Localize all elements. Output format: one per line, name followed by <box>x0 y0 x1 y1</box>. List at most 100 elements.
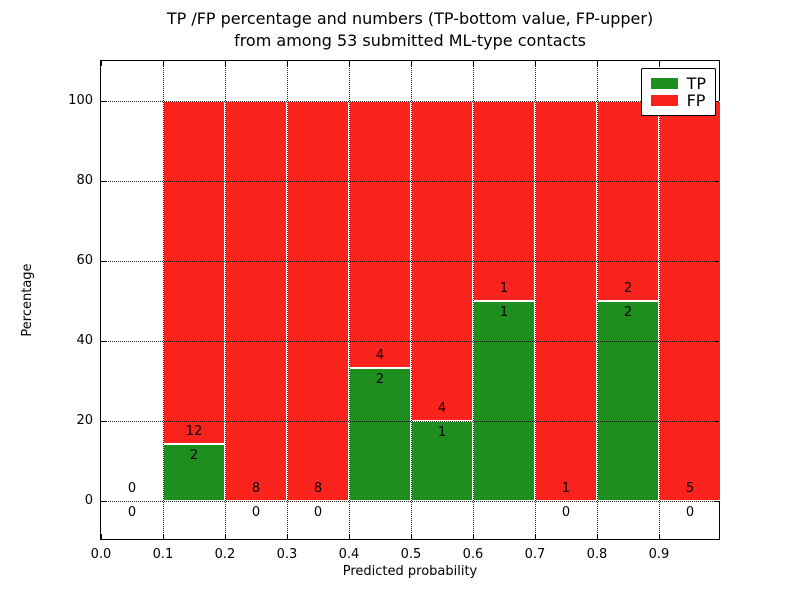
tp-count-label: 2 <box>189 447 199 463</box>
x-tick-label: 0.7 <box>524 547 546 562</box>
x-tick-label: 0.6 <box>462 547 484 562</box>
tp-count-label: 0 <box>251 505 261 520</box>
y-axis-label: Percentage <box>20 263 35 337</box>
x-axis-tick <box>535 534 536 539</box>
tp-count-label: 2 <box>623 305 633 320</box>
bar-segment-fp <box>535 101 597 501</box>
fp-count-label: 1 <box>561 481 571 496</box>
fp-count-label: 1 <box>499 281 509 296</box>
bar-segment-fp <box>659 101 721 501</box>
tp-count-label: 0 <box>561 505 571 520</box>
fp-count-label: 12 <box>185 423 203 439</box>
y-gridline <box>101 101 719 102</box>
legend-item-fp: FP <box>650 91 706 110</box>
tp-count-label: 2 <box>375 371 385 387</box>
x-axis-tick <box>163 534 164 539</box>
y-axis-tick <box>714 421 719 422</box>
fp-count-label: 4 <box>375 347 385 363</box>
fp-count-label: 2 <box>623 281 633 296</box>
x-tick-label: 0.1 <box>152 547 174 562</box>
x-axis-tick <box>597 534 598 539</box>
x-gridline <box>535 61 536 539</box>
x-tick-label: 0.0 <box>90 547 112 562</box>
x-axis-tick <box>287 61 288 66</box>
y-tick-label: 0 <box>84 493 93 508</box>
fp-count-label: 4 <box>437 401 447 416</box>
x-axis-tick <box>473 61 474 66</box>
fp-swatch-icon <box>650 95 678 106</box>
bar-segment-tp <box>163 443 225 501</box>
y-tick-label: 40 <box>76 333 93 348</box>
tp-swatch-icon <box>650 78 678 89</box>
y-gridline <box>101 341 719 342</box>
plot-area: TP FP 0 0 12 2 8 0 8 0 4 2 4 1 1 1 1 0 2 2 5 0 0 20 40 60 80 100 0… <box>68 60 721 562</box>
bar-segment-fp <box>597 101 659 301</box>
x-tick-label: 0.4 <box>338 547 360 562</box>
x-axis-tick <box>597 61 598 66</box>
x-axis-tick <box>101 534 102 539</box>
x-gridline <box>659 61 660 539</box>
x-axis-tick <box>473 534 474 539</box>
x-axis-tick <box>163 61 164 66</box>
x-axis-tick <box>225 61 226 66</box>
bar-segment-fp <box>287 101 349 501</box>
x-axis-tick <box>659 534 660 539</box>
y-tick-label: 60 <box>76 253 93 268</box>
bar-segment-fp <box>349 101 411 368</box>
y-gridline <box>101 501 719 502</box>
y-axis-tick <box>101 181 106 182</box>
x-axis-tick <box>535 61 536 66</box>
x-tick-label: 0.2 <box>214 547 236 562</box>
x-tick-label: 0.3 <box>276 547 298 562</box>
tp-count-label: 1 <box>499 305 509 320</box>
legend-label-fp: FP <box>686 91 706 110</box>
y-tick-label: 80 <box>76 173 93 188</box>
fp-count-label: 0 <box>127 481 137 496</box>
x-tick-label: 0.5 <box>400 547 422 562</box>
bar-segment-fp <box>473 101 535 301</box>
x-gridline <box>597 61 598 539</box>
x-gridline <box>349 61 350 539</box>
x-axis-tick <box>225 534 226 539</box>
y-axis-tick <box>101 341 106 342</box>
y-axis-tick <box>714 261 719 262</box>
y-axis-tick <box>101 421 106 422</box>
y-axis-tick <box>714 101 719 102</box>
legend-item-tp: TP <box>650 74 706 93</box>
x-axis-tick <box>659 61 660 66</box>
chart-title-line1: TP /FP percentage and numbers (TP-bottom… <box>166 9 654 28</box>
x-gridline <box>287 61 288 539</box>
x-gridline <box>163 61 164 539</box>
tp-count-label: 1 <box>437 425 447 440</box>
y-gridline <box>101 421 719 422</box>
fp-count-label: 5 <box>685 481 695 496</box>
x-axis-tick <box>411 61 412 66</box>
y-axis-tick <box>101 101 106 102</box>
tp-count-label: 0 <box>127 505 137 520</box>
x-axis-tick <box>349 534 350 539</box>
x-tick-label: 0.8 <box>586 547 608 562</box>
tp-count-label: 0 <box>685 505 695 520</box>
bar-segment-fp <box>163 101 225 444</box>
y-tick-label: 20 <box>76 413 93 428</box>
y-axis-tick <box>714 501 719 502</box>
y-gridline <box>101 181 719 182</box>
x-gridline <box>225 61 226 539</box>
fp-count-label: 8 <box>313 481 323 496</box>
y-axis-tick <box>714 341 719 342</box>
x-axis-tick <box>411 534 412 539</box>
y-axis-tick <box>101 501 106 502</box>
y-axis-tick <box>101 261 106 262</box>
x-axis-tick <box>101 61 102 66</box>
legend: TP FP <box>640 68 716 116</box>
chart-title: TP /FP percentage and numbers (TP-bottom… <box>100 8 720 52</box>
x-axis-tick <box>349 61 350 66</box>
x-gridline <box>473 61 474 539</box>
bar-segment-tp <box>597 301 659 501</box>
bar-segment-tp <box>349 367 411 501</box>
bar-segment-fp <box>225 101 287 501</box>
x-tick-label: 0.9 <box>648 547 670 562</box>
bar-segment-tp <box>473 301 535 501</box>
tp-count-label: 0 <box>313 505 323 520</box>
